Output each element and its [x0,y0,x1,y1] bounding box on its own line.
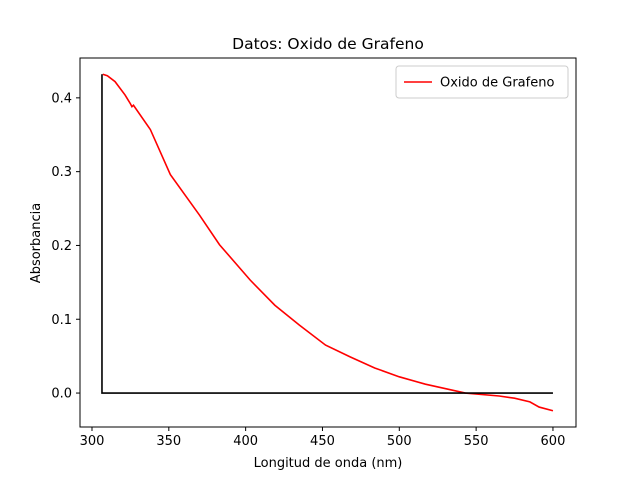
y-tick-label: 0.0 [51,387,72,402]
y-axis-label: Absorbancia [29,203,44,283]
y-tick-label: 0.1 [51,313,72,328]
x-axis-label: Longitud de onda (nm) [254,456,403,471]
series-line [101,74,553,394]
series-line [102,73,554,412]
x-tick-label: 600 [541,434,566,449]
x-tick-label: 400 [233,434,258,449]
x-tick-label: 500 [387,434,412,449]
x-tick-label: 350 [156,434,181,449]
legend-box [395,65,569,99]
x-tick-label: 300 [80,434,105,449]
chart-title: Datos: Oxido de Grafeno [232,35,424,53]
plot-frame [79,57,577,428]
x-tick-label: 450 [310,434,335,449]
legend-label: Oxido de Grafeno [440,76,554,91]
y-tick-label: 0.4 [51,91,72,106]
y-tick-label: 0.3 [51,165,72,180]
x-tick-label: 550 [464,434,489,449]
y-tick-label: 0.2 [51,239,72,254]
